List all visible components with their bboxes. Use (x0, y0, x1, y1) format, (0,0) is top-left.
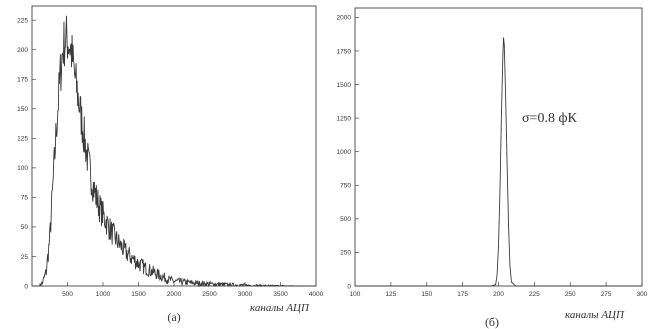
y-tick-label: 150 (17, 106, 28, 113)
y-tick-label: 25 (21, 254, 29, 261)
y-tick-label: 1500 (337, 82, 352, 89)
y-axis-a: 0 25 50 75 100 125 150 175 200 225 (17, 17, 36, 290)
x-tick-label: 2000 (167, 291, 182, 298)
y-tick-label: 0 (347, 283, 351, 290)
y-tick-label: 1000 (337, 149, 352, 156)
x-axis-b: 100 125 150 175 200 225 250 275 300 (350, 282, 648, 298)
y-tick-label: 0 (24, 283, 28, 290)
x-tick-label: 3000 (238, 291, 253, 298)
x-tick-label: 250 (565, 291, 576, 298)
x-tick-label: 4000 (309, 291, 324, 298)
panel-a: 0 25 50 75 100 125 150 175 200 225 500 1000 1500 200… (17, 5, 324, 324)
histogram-trace-a (32, 15, 316, 288)
y-tick-label: 1250 (337, 115, 352, 122)
x-axis-title-b: каналы АЦП (565, 309, 625, 321)
y-tick-label: 2000 (337, 15, 352, 22)
y-tick-label: 250 (340, 250, 351, 257)
y-tick-label: 175 (17, 77, 28, 84)
x-axis-a: 500 1000 1500 2000 2500 3000 3500 4000 (62, 282, 324, 298)
panel-label-a: (a) (167, 310, 180, 324)
y-tick-label: 100 (17, 165, 28, 172)
panel-b: 0 250 500 750 1000 1250 1500 1750 2000 100 125 150… (337, 7, 648, 329)
y-tick-label: 750 (340, 183, 351, 190)
y-tick-label: 500 (340, 216, 351, 223)
histogram-trace-b (355, 37, 642, 287)
x-tick-label: 200 (493, 291, 504, 298)
x-tick-label: 500 (62, 291, 73, 298)
x-tick-label: 100 (350, 291, 361, 298)
x-tick-label: 150 (421, 291, 432, 298)
y-tick-label: 50 (21, 224, 29, 231)
x-tick-label: 2500 (202, 291, 217, 298)
x-tick-label: 275 (601, 291, 612, 298)
x-tick-label: 1500 (131, 291, 146, 298)
x-tick-label: 300 (637, 291, 648, 298)
panel-label-b: (б) (485, 315, 499, 329)
y-tick-label: 225 (17, 17, 28, 24)
y-tick-label: 75 (21, 195, 29, 202)
x-tick-label: 175 (457, 291, 468, 298)
y-tick-label: 200 (17, 47, 28, 54)
y-tick-label: 125 (17, 136, 28, 143)
y-axis-b: 0 250 500 750 1000 1250 1500 1750 2000 (337, 15, 359, 290)
x-axis-title-a: каналы АЦП (250, 302, 310, 314)
y-tick-label: 1750 (337, 48, 352, 55)
sigma-annotation: σ=0.8 фК (522, 111, 578, 126)
x-tick-label: 3500 (273, 291, 288, 298)
plot-frame-a (31, 5, 317, 287)
x-tick-label: 1000 (96, 291, 111, 298)
x-tick-label: 225 (529, 291, 540, 298)
x-tick-label: 125 (385, 291, 396, 298)
